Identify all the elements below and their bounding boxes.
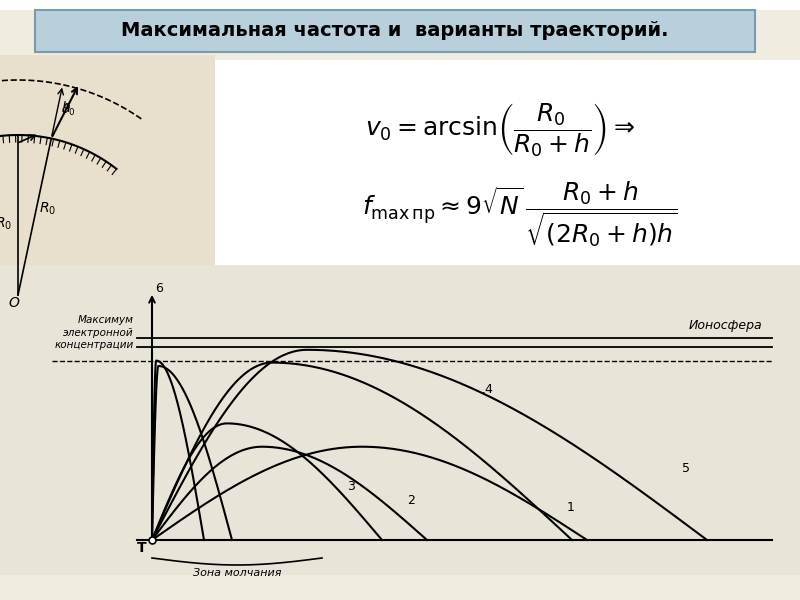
Text: 3: 3 xyxy=(347,480,355,493)
Text: $O$: $O$ xyxy=(8,296,20,310)
Text: $R_0$: $R_0$ xyxy=(0,216,13,232)
Text: $v_0 = \arcsin\!\left(\dfrac{R_0}{R_0+h}\right)\Rightarrow$: $v_0 = \arcsin\!\left(\dfrac{R_0}{R_0+h}… xyxy=(365,101,635,158)
Text: .4: .4 xyxy=(482,383,494,396)
Text: T: T xyxy=(137,541,146,555)
FancyBboxPatch shape xyxy=(35,10,755,52)
FancyBboxPatch shape xyxy=(215,60,800,270)
Text: $f_{\rm max\,пр} \approx 9\sqrt{N}\,\dfrac{R_0+h}{\sqrt{(2R_0+h)h}}$: $f_{\rm max\,пр} \approx 9\sqrt{N}\,\dfr… xyxy=(362,180,678,250)
Text: $\vartheta_0$: $\vartheta_0$ xyxy=(62,101,76,118)
Text: Максимальная частота и  варианты траекторий.: Максимальная частота и варианты траектор… xyxy=(122,22,669,40)
Text: 1: 1 xyxy=(567,501,575,514)
FancyBboxPatch shape xyxy=(0,10,800,600)
FancyBboxPatch shape xyxy=(0,265,800,575)
FancyBboxPatch shape xyxy=(0,55,215,305)
Text: $h$: $h$ xyxy=(61,100,71,115)
Text: 2: 2 xyxy=(407,494,415,507)
Text: 6: 6 xyxy=(155,282,163,295)
Text: Максимум
электронной
концентрации: Максимум электронной концентрации xyxy=(54,315,134,350)
Text: Зона молчания: Зона молчания xyxy=(193,568,282,578)
Text: 5: 5 xyxy=(682,462,690,475)
Text: $R_0$: $R_0$ xyxy=(39,201,57,217)
Text: Ионосфера: Ионосфера xyxy=(688,319,762,332)
